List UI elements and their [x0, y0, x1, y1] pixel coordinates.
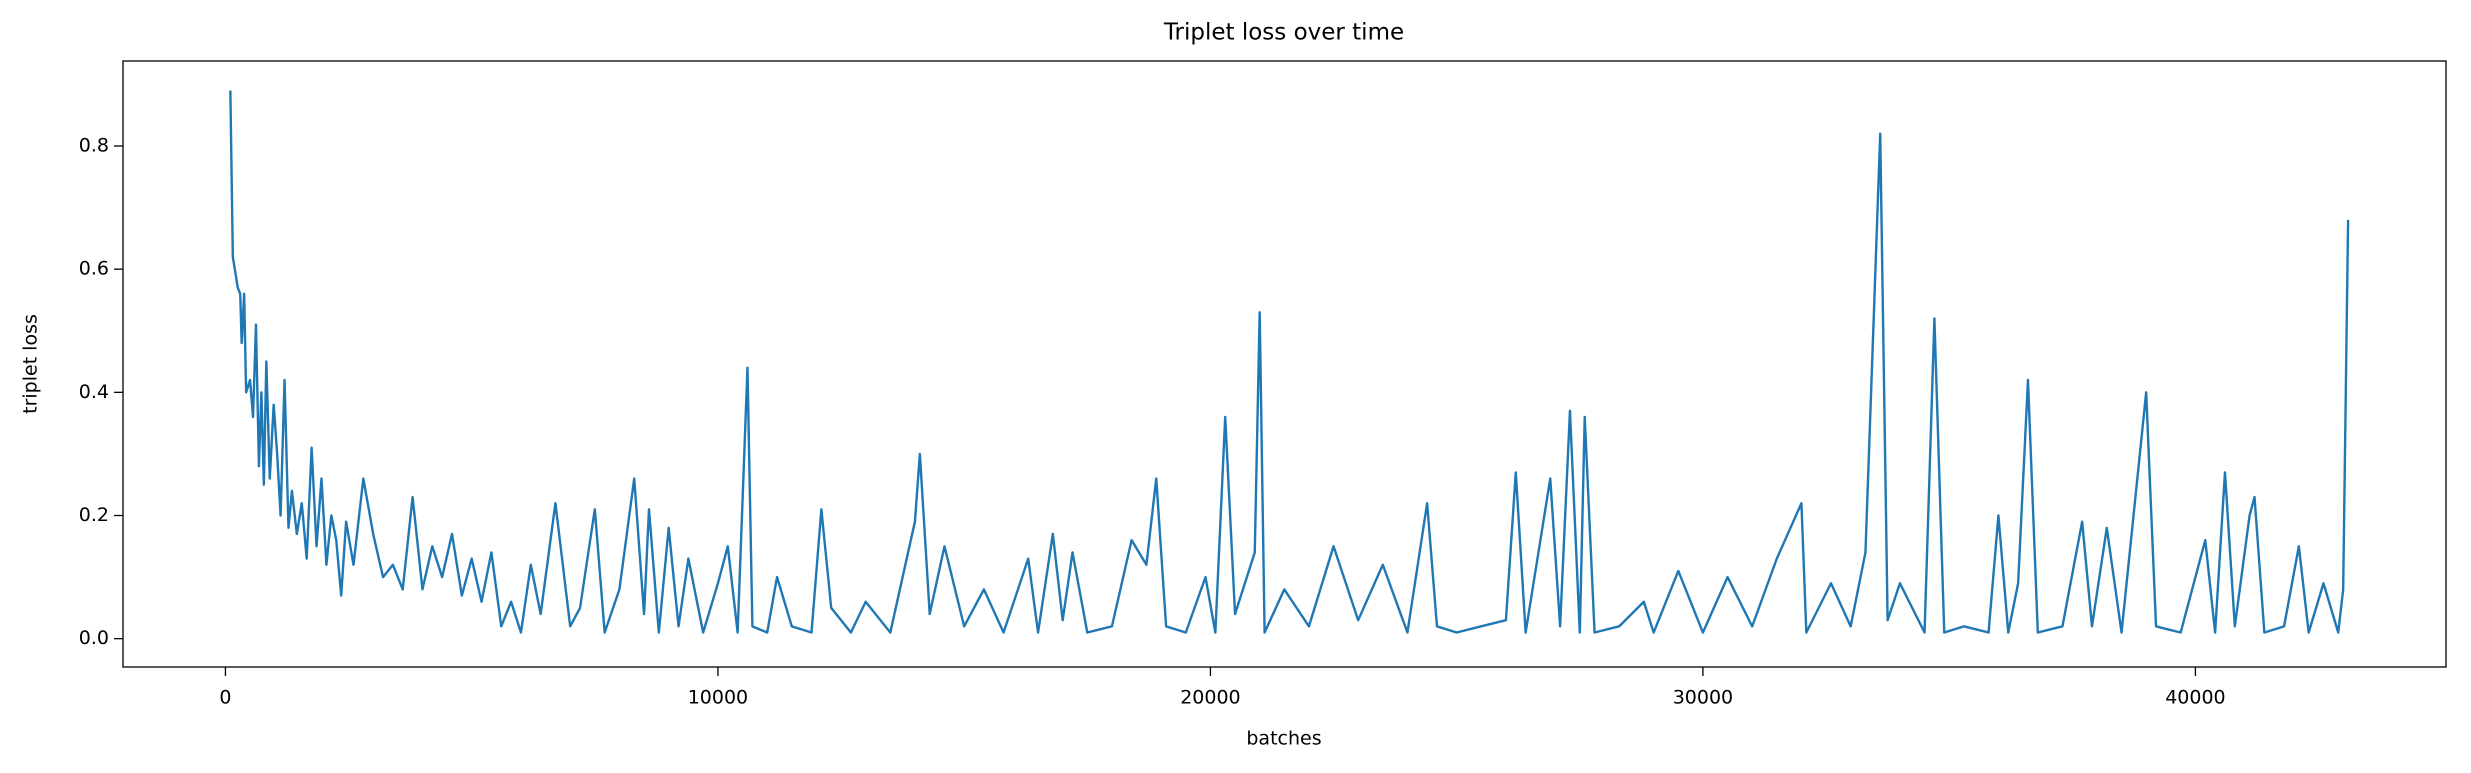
y-tick-label: 0.0: [79, 627, 109, 649]
y-tick-label: 0.6: [79, 258, 109, 280]
y-tick-label: 0.8: [79, 134, 109, 156]
plot-frame: [122, 60, 2447, 668]
x-tick-label: 0: [219, 687, 231, 709]
y-axis-label: triplet loss: [20, 314, 42, 414]
data-line: [229, 90, 2350, 634]
x-tick-label: 40000: [2165, 687, 2225, 709]
x-tick-label: 10000: [688, 687, 748, 709]
x-tick-label: 20000: [1180, 687, 1240, 709]
x-tick-label: 30000: [1673, 687, 1733, 709]
y-tick-label: 0.2: [79, 504, 109, 526]
y-tick-label: 0.4: [79, 381, 109, 403]
chart-title: Triplet loss over time: [1163, 20, 1404, 46]
x-axis-label: batches: [1246, 728, 1321, 750]
